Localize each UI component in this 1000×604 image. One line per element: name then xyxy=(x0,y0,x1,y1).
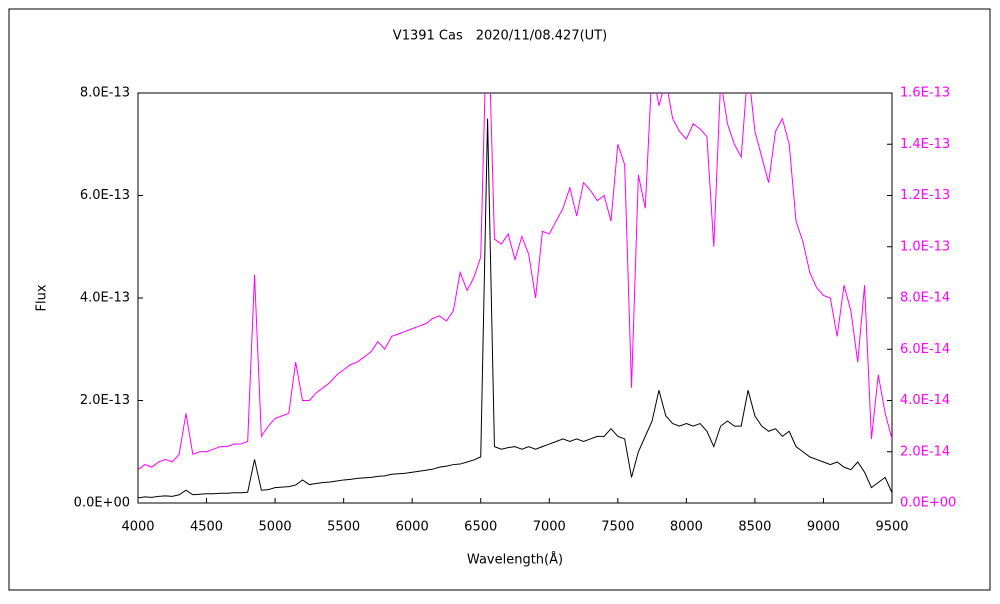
x-tick-label: 6500 xyxy=(464,520,497,535)
y2-tick-label: 8.0E-14 xyxy=(900,291,950,306)
x-tick-label: 5500 xyxy=(327,520,360,535)
chart-frame xyxy=(8,8,991,591)
y-tick-label: 6.0E-13 xyxy=(80,188,130,203)
x-axis-label: Wavelength(Å) xyxy=(467,552,563,568)
spectrum-line xyxy=(138,93,892,471)
x-tick-label: 4500 xyxy=(190,520,223,535)
plot-area xyxy=(138,93,892,499)
spectrum-line xyxy=(138,118,892,499)
y2-tick-label: 1.0E-13 xyxy=(900,239,950,254)
y-tick-label: 2.0E-13 xyxy=(80,393,130,408)
chart-title: V1391 Cas 2020/11/08.427(UT) xyxy=(393,29,607,44)
plot-frame xyxy=(137,92,893,504)
y2-tick-label: 4.0E-14 xyxy=(900,393,950,408)
x-tick-label: 5000 xyxy=(259,520,292,535)
x-tick-label: 9500 xyxy=(875,520,908,535)
y-tick-label: 0.0E+00 xyxy=(74,496,130,511)
y-axis-label: Flux xyxy=(35,284,50,311)
x-tick-label: 6000 xyxy=(396,520,429,535)
y-tick-label: 4.0E-13 xyxy=(80,291,130,306)
y2-tick-label: 1.4E-13 xyxy=(900,137,950,152)
y-tick-label: 8.0E-13 xyxy=(80,86,130,101)
x-tick-label: 4000 xyxy=(121,520,154,535)
x-tick-label: 8500 xyxy=(738,520,771,535)
y2-tick-label: 0.0E+00 xyxy=(900,496,956,511)
y2-tick-label: 6.0E-14 xyxy=(900,342,950,357)
y2-tick-label: 1.2E-13 xyxy=(900,188,950,203)
x-tick-label: 9000 xyxy=(807,520,840,535)
x-tick-label: 7500 xyxy=(601,520,634,535)
x-tick-label: 7000 xyxy=(533,520,566,535)
y2-tick-label: 1.6E-13 xyxy=(900,86,950,101)
y2-tick-label: 2.0E-14 xyxy=(900,444,950,459)
x-tick-label: 8000 xyxy=(670,520,703,535)
